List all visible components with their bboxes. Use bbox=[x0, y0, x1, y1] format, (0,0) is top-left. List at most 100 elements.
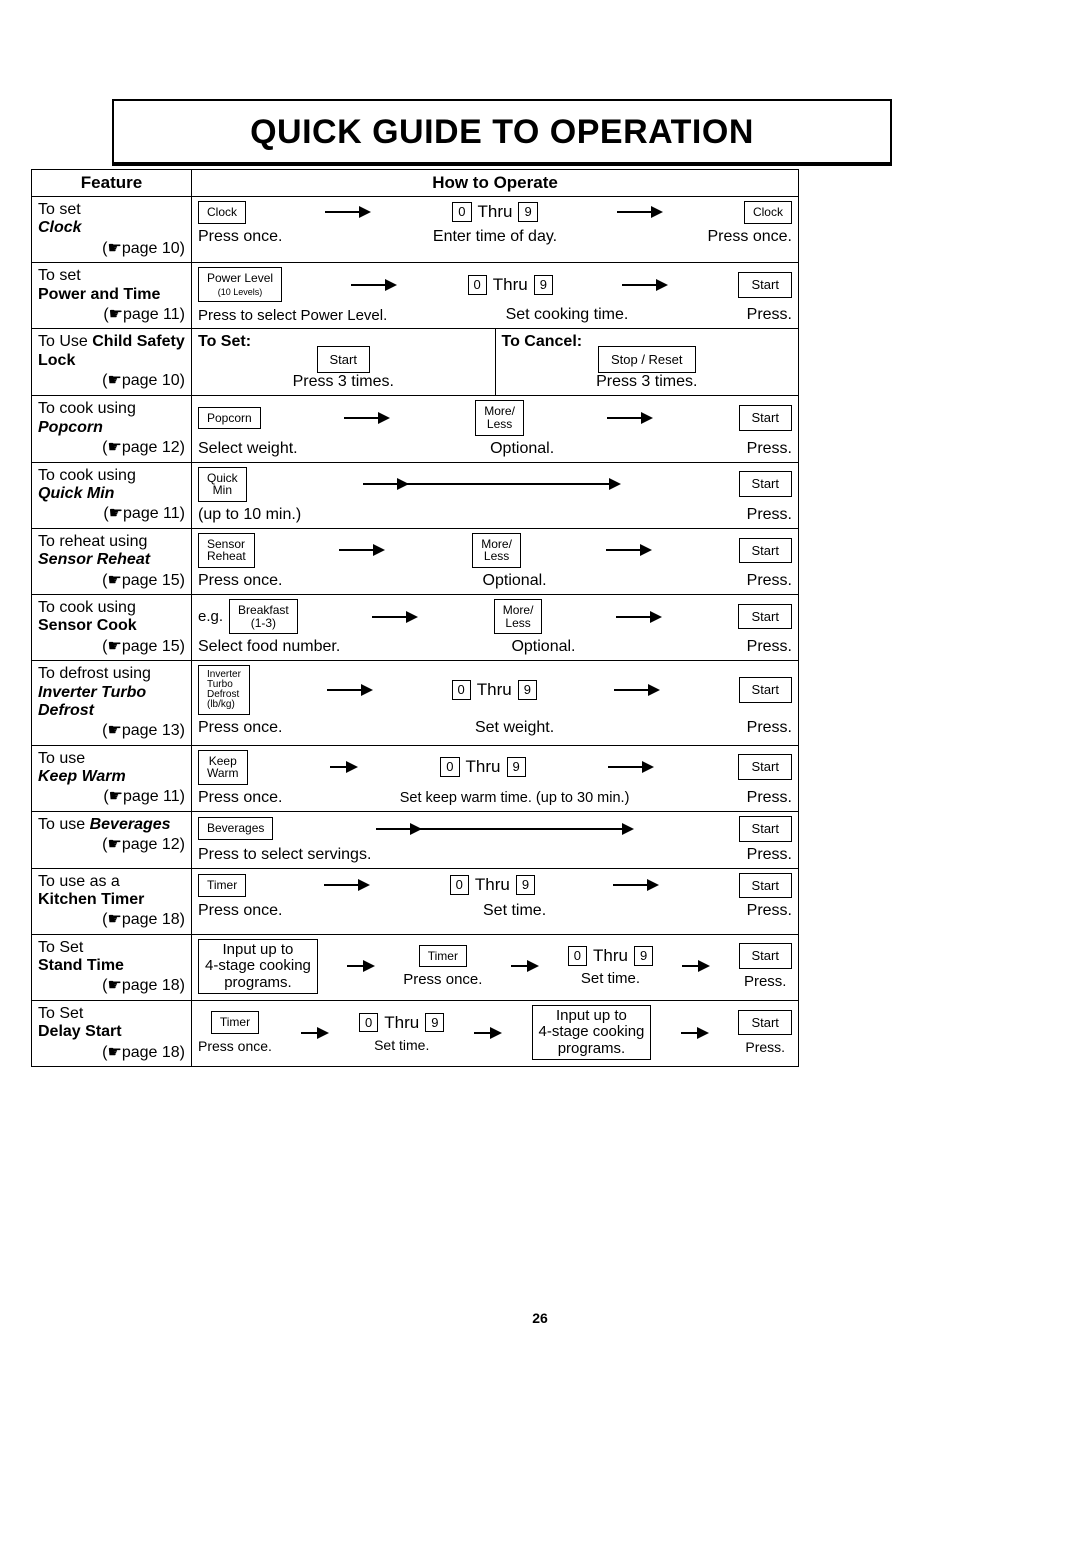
feature-cell: To Use Child Safety Lock (☛page 10) bbox=[32, 329, 192, 395]
clock-button: Clock bbox=[744, 201, 792, 224]
caption: Press once. bbox=[708, 224, 792, 246]
arrow-icon bbox=[616, 610, 664, 624]
start-button: Start bbox=[739, 943, 792, 969]
thru-label: Thru bbox=[475, 680, 514, 700]
arrow-icon bbox=[622, 278, 670, 292]
caption: Press 3 times. bbox=[198, 369, 489, 391]
page-ref: (☛page 12) bbox=[38, 834, 185, 854]
feature-cell: To cook using Quick Min (☛page 11) bbox=[32, 463, 192, 528]
operate-cell: Quick Min Start (up to 10 min.) Press. bbox=[192, 463, 798, 528]
title-wrap: QUICK GUIDE TO OPERATION bbox=[114, 101, 890, 164]
arrow-icon bbox=[474, 1026, 502, 1040]
feature-cell: To reheat using Sensor Reheat (☛page 15) bbox=[32, 529, 192, 594]
caption: Set keep warm time. (up to 30 min.) bbox=[400, 786, 630, 806]
feature-top: To cook using bbox=[38, 400, 185, 418]
arrow-icon bbox=[363, 477, 623, 491]
arrow-icon bbox=[614, 683, 662, 697]
table-header-row: Feature How to Operate bbox=[32, 170, 798, 197]
feature-name: Inverter Turbo Defrost bbox=[38, 684, 185, 721]
sensor-reheat-button: Sensor Reheat bbox=[198, 533, 255, 568]
page-ref: (☛page 18) bbox=[38, 975, 185, 995]
caption: Press. bbox=[747, 715, 792, 737]
arrow-icon bbox=[511, 959, 539, 973]
page-number: 26 bbox=[0, 1310, 1080, 1326]
operate-cell: Beverages Start Press to select servings… bbox=[192, 812, 798, 868]
timer-button: Timer bbox=[198, 874, 246, 897]
operate-cell: Popcorn More/ Less Start Select weight. … bbox=[192, 396, 798, 461]
start-button: Start bbox=[738, 272, 791, 298]
start-button: Start bbox=[739, 405, 792, 431]
timer-button: Timer bbox=[419, 945, 467, 968]
arrow-icon bbox=[606, 543, 654, 557]
operate-cell: Timer Press once. 0 Thru 9 Set time. bbox=[192, 1001, 798, 1066]
caption: Enter time of day. bbox=[433, 224, 557, 246]
caption: Select weight. bbox=[198, 436, 298, 458]
feature-top: To Use bbox=[38, 333, 92, 350]
caption: Optional. bbox=[511, 634, 575, 656]
page-ref: (☛page 11) bbox=[38, 786, 185, 806]
caption: Press. bbox=[744, 969, 787, 990]
arrow-icon bbox=[608, 760, 656, 774]
more-less-button: More/ Less bbox=[472, 533, 521, 568]
feature-name: Quick Min bbox=[38, 485, 185, 503]
digit-0-button: 0 bbox=[568, 946, 587, 966]
digit-9-button: 9 bbox=[518, 202, 537, 222]
digit-9-button: 9 bbox=[634, 946, 653, 966]
feature-top: To defrost using bbox=[38, 665, 185, 683]
caption: Set weight. bbox=[475, 715, 554, 737]
operate-cell: Timer 0 Thru 9 Start Pre bbox=[192, 869, 798, 934]
row-keepwarm: To use Keep Warm (☛page 11) Keep Warm 0 … bbox=[32, 746, 798, 812]
guide-table: Feature How to Operate To set Clock (☛pa… bbox=[31, 169, 799, 1067]
feature-name: Clock bbox=[38, 219, 185, 237]
digit-0-button: 0 bbox=[359, 1013, 378, 1033]
start-button: Start bbox=[739, 873, 792, 899]
arrow-icon bbox=[327, 683, 375, 697]
page-ref: (☛page 10) bbox=[38, 370, 185, 390]
arrow-icon bbox=[682, 959, 710, 973]
feature-name: Sensor Reheat bbox=[38, 551, 185, 569]
row-clock: To set Clock (☛page 10) Clock 0 Thru bbox=[32, 197, 798, 263]
arrow-icon bbox=[613, 878, 661, 892]
caption: Press once. bbox=[198, 568, 282, 590]
feature-name: Stand Time bbox=[38, 957, 185, 975]
page-title: QUICK GUIDE TO OPERATION bbox=[114, 101, 890, 162]
caption: Press. bbox=[747, 634, 792, 656]
feature-top: To use bbox=[38, 816, 90, 833]
caption: Set time. bbox=[581, 966, 640, 987]
digit-9-button: 9 bbox=[516, 875, 535, 895]
caption: Press. bbox=[747, 842, 792, 864]
arrow-icon bbox=[325, 205, 373, 219]
caption: Press once. bbox=[403, 967, 482, 988]
more-less-button: More/ Less bbox=[475, 400, 524, 435]
caption: Press once. bbox=[198, 715, 282, 737]
digit-9-button: 9 bbox=[534, 275, 553, 295]
caption: Press. bbox=[745, 1035, 785, 1055]
feature-top: To Set bbox=[38, 1005, 185, 1023]
btn-sublabel: (10 Levels) bbox=[218, 287, 263, 297]
row-power: To set Power and Time (☛page 11) Power L… bbox=[32, 263, 798, 329]
caption: Press. bbox=[747, 898, 792, 920]
digit-0-button: 0 bbox=[440, 757, 459, 777]
operate-cell: Keep Warm 0 Thru 9 Start bbox=[192, 746, 798, 811]
caption: Press once. bbox=[198, 785, 282, 807]
digit-0-button: 0 bbox=[452, 202, 471, 222]
thru-label: Thru bbox=[491, 275, 530, 295]
row-delay: To Set Delay Start (☛page 18) Timer Pres… bbox=[32, 1001, 798, 1066]
row-stand: To Set Stand Time (☛page 18) Input up to… bbox=[32, 935, 798, 1001]
feature-name: Popcorn bbox=[38, 419, 185, 437]
operate-cell: Inverter Turbo Defrost (lb/kg) 0 Thru 9 … bbox=[192, 661, 798, 745]
arrow-icon bbox=[330, 760, 358, 774]
arrow-icon bbox=[617, 205, 665, 219]
caption: Press once. bbox=[198, 1034, 272, 1054]
feature-name: Delay Start bbox=[38, 1023, 185, 1041]
start-button: Start bbox=[739, 677, 792, 703]
caption: Optional. bbox=[483, 568, 547, 590]
feature-top: To cook using bbox=[38, 599, 185, 617]
caption: (up to 10 min.) bbox=[198, 502, 301, 524]
start-button: Start bbox=[738, 754, 791, 780]
feature-cell: To use Keep Warm (☛page 11) bbox=[32, 746, 192, 811]
arrow-icon bbox=[301, 1026, 329, 1040]
arrow-icon bbox=[372, 610, 420, 624]
multistep-box: Input up to 4-stage cooking programs. bbox=[198, 939, 318, 995]
page-ref: (☛page 15) bbox=[38, 636, 185, 656]
